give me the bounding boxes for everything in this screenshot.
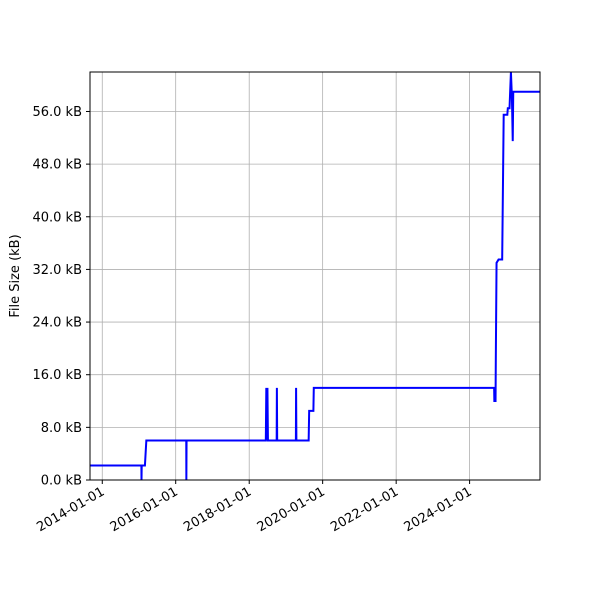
y-tick-label: 8.0 kB bbox=[41, 421, 82, 436]
plot-frame bbox=[89, 71, 541, 481]
x-tick-label: 2020-01-01 bbox=[255, 484, 328, 535]
x-axis: 2014-01-01 2016-01-01 2018-01-01 2020-01-01… bbox=[34, 480, 475, 535]
series-layer bbox=[90, 72, 540, 480]
file-size-series-line bbox=[90, 72, 540, 480]
x-tick-label: 2022-01-01 bbox=[328, 484, 401, 535]
y-tick-label: 16.0 kB bbox=[32, 368, 82, 383]
x-tick-label: 2014-01-01 bbox=[34, 484, 107, 535]
y-tick-label: 56.0 kB bbox=[32, 105, 82, 120]
x-tick-label: 2024-01-01 bbox=[402, 484, 475, 535]
y-axis: 0.0 kB 8.0 kB 16.0 kB 24.0 kB 32.0 kB 40.0 kB… bbox=[32, 105, 90, 489]
y-tick-label: 32.0 kB bbox=[32, 263, 82, 278]
x-tick-label: 2018-01-01 bbox=[181, 484, 254, 535]
y-tick-label: 48.0 kB bbox=[32, 158, 82, 173]
y-tick-label: 0.0 kB bbox=[41, 474, 82, 489]
grid-lines bbox=[90, 72, 540, 481]
y-axis-label: File Size (kB) bbox=[8, 234, 23, 317]
y-tick-label: 24.0 kB bbox=[32, 316, 82, 331]
x-tick-label: 2016-01-01 bbox=[108, 484, 181, 535]
y-tick-label: 40.0 kB bbox=[32, 210, 82, 225]
